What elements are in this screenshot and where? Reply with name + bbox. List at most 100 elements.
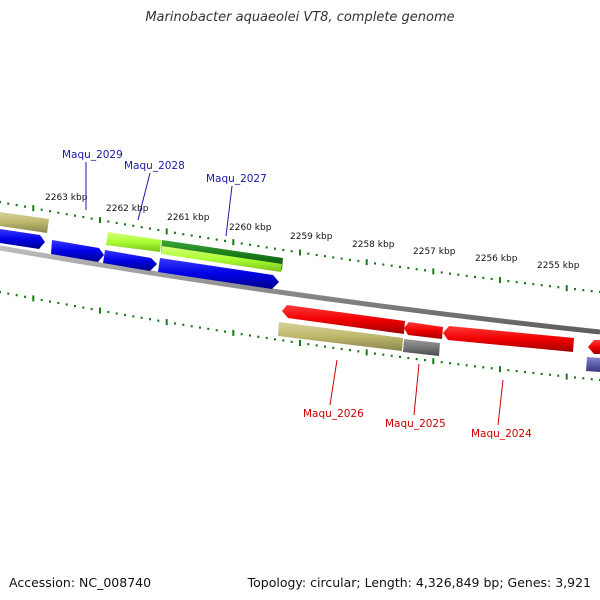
minor-tick <box>382 263 385 266</box>
feature-lime-2[interactable] <box>161 246 282 272</box>
minor-tick <box>82 306 85 309</box>
feature-red-right[interactable] <box>588 340 600 354</box>
minor-tick <box>515 281 518 284</box>
tick-label: 2256 kbp <box>475 254 518 264</box>
gene-label[interactable]: Maqu_2024 <box>471 428 532 440</box>
minor-tick <box>415 268 418 271</box>
feature-red-1[interactable] <box>282 305 405 334</box>
gene-label[interactable]: Maqu_2026 <box>303 408 364 420</box>
minor-tick <box>590 290 593 293</box>
minor-tick <box>324 345 326 348</box>
feature-blue-2[interactable] <box>51 240 104 262</box>
minor-tick <box>307 343 310 346</box>
major-tick <box>165 319 168 326</box>
gene-label[interactable]: Maqu_2027 <box>206 173 267 185</box>
minor-tick <box>307 252 310 255</box>
minor-tick <box>407 356 410 360</box>
minor-tick <box>24 295 26 298</box>
minor-tick <box>199 326 201 329</box>
major-tick <box>365 349 368 356</box>
minor-tick <box>549 373 551 376</box>
minor-tick <box>249 243 251 246</box>
minor-tick <box>474 275 476 278</box>
minor-tick <box>490 367 493 370</box>
minor-tick <box>340 347 343 351</box>
minor-tick <box>290 250 293 253</box>
tick-label: 2263 kbp <box>45 193 88 203</box>
tick-label: 2255 kbp <box>537 261 580 271</box>
minor-tick <box>190 234 193 237</box>
minor-tick <box>124 223 126 226</box>
minor-tick <box>0 200 1 204</box>
minor-tick <box>257 335 260 338</box>
minor-tick <box>124 313 126 317</box>
major-tick <box>232 239 235 246</box>
feature-red-3[interactable] <box>443 326 574 352</box>
gene-leader-line <box>329 359 338 406</box>
gene-leader-line <box>225 185 233 237</box>
gene-label[interactable]: Maqu_2028 <box>124 160 185 172</box>
tick-label: 2257 kbp <box>413 247 456 257</box>
feature-khaki-left[interactable] <box>0 212 49 233</box>
tick-label: 2261 kbp <box>167 213 210 223</box>
minor-tick <box>574 376 576 379</box>
reverse-tick-track <box>0 290 600 382</box>
minor-tick <box>49 300 51 303</box>
minor-tick <box>332 256 335 259</box>
minor-tick <box>57 211 60 214</box>
minor-tick <box>115 221 118 224</box>
minor-tick <box>324 255 326 258</box>
feature-blue-left[interactable] <box>0 229 45 249</box>
minor-tick <box>557 374 560 377</box>
minor-tick <box>249 334 251 337</box>
minor-tick <box>149 318 151 321</box>
minor-tick <box>190 325 193 328</box>
minor-tick <box>132 315 135 318</box>
minor-tick <box>199 235 201 238</box>
minor-tick <box>24 205 26 208</box>
minor-tick <box>157 228 160 232</box>
feature-grey-1[interactable] <box>403 339 440 356</box>
minor-tick <box>399 265 401 268</box>
feature-khaki-2[interactable] <box>278 322 403 351</box>
minor-tick <box>224 330 226 333</box>
minor-tick <box>140 316 143 319</box>
minor-tick <box>349 258 351 261</box>
minor-tick <box>457 363 460 366</box>
minor-tick <box>490 277 493 281</box>
minor-tick <box>357 259 360 263</box>
tick-label: 2258 kbp <box>352 240 395 250</box>
minor-tick <box>524 371 526 374</box>
minor-tick <box>224 239 226 242</box>
major-tick <box>32 295 35 302</box>
feature-blue-4[interactable] <box>158 258 279 289</box>
minor-tick <box>7 292 10 295</box>
minor-tick <box>215 238 218 241</box>
gene-label[interactable]: Maqu_2025 <box>385 418 446 430</box>
tick-labels: 2263 kbp 2262 kbp 2261 kbp 2260 kbp 2259 kbp… <box>45 193 580 271</box>
feature-blue-3[interactable] <box>103 250 157 271</box>
minor-tick <box>374 262 376 265</box>
minor-tick <box>182 323 185 326</box>
minor-tick <box>132 224 135 227</box>
minor-tick <box>15 294 18 297</box>
feature-lime-1[interactable] <box>106 232 161 252</box>
minor-tick <box>207 327 210 330</box>
minor-tick <box>424 359 426 362</box>
feature-red-2[interactable] <box>404 322 443 339</box>
gene-label[interactable]: Maqu_2029 <box>62 149 123 161</box>
minor-tick <box>440 361 443 364</box>
minor-tick <box>557 286 560 289</box>
major-tick <box>432 358 435 365</box>
forward-features <box>0 212 283 289</box>
feature-slate-right[interactable] <box>586 357 600 372</box>
genome-summary: Topology: circular; Length: 4,326,849 bp… <box>247 575 591 590</box>
minor-tick <box>174 231 176 234</box>
minor-tick <box>207 237 210 240</box>
gene-leader-line <box>413 363 420 416</box>
major-tick <box>432 268 435 275</box>
minor-tick <box>399 355 401 358</box>
minor-tick <box>582 289 585 292</box>
minor-tick <box>240 242 243 245</box>
minor-tick <box>465 274 468 277</box>
